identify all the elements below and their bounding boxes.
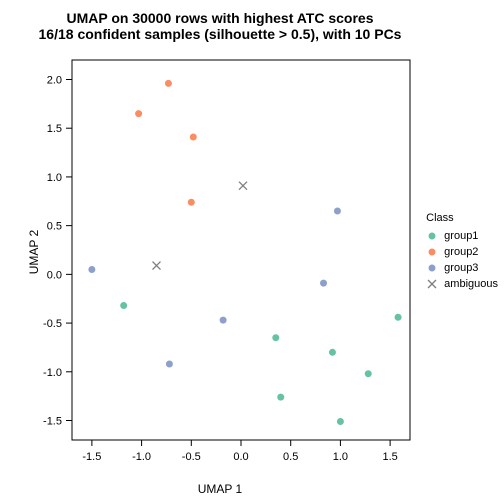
point-group1: [395, 314, 402, 321]
point-group3: [166, 361, 173, 368]
x-tick-label: 1.5: [382, 451, 397, 463]
point-group2: [135, 110, 142, 117]
y-tick-label: 0.5: [47, 221, 62, 233]
y-tick-label: -1.5: [43, 416, 62, 428]
point-group3: [334, 208, 341, 215]
plot-box: [72, 60, 410, 440]
y-tick-label: -1.0: [43, 367, 62, 379]
x-axis-label: UMAP 1: [0, 482, 440, 496]
y-tick-label: 1.0: [47, 172, 62, 184]
point-group1: [120, 302, 127, 309]
umap-chart: UMAP on 30000 rows with highest ATC scor…: [0, 0, 504, 504]
y-tick-label: 0.0: [47, 269, 62, 281]
chart-title-line1: UMAP on 30000 rows with highest ATC scor…: [0, 10, 440, 26]
legend-label: group3: [444, 262, 478, 274]
point-group3: [320, 280, 327, 287]
chart-title-line2: 16/18 confident samples (silhouette > 0.…: [0, 26, 440, 42]
point-group2: [188, 199, 195, 206]
legend-item-group3: group3: [426, 260, 498, 276]
legend-swatch-ambiguous: [426, 278, 438, 290]
point-group1: [272, 334, 279, 341]
point-group1: [277, 394, 284, 401]
y-tick-label: 1.5: [47, 123, 62, 135]
legend-swatch-group2: [426, 246, 438, 258]
legend-item-ambiguous: ambiguous: [426, 276, 498, 292]
chart-title: UMAP on 30000 rows with highest ATC scor…: [0, 10, 440, 42]
point-group2: [165, 80, 172, 87]
point-group1: [337, 418, 344, 425]
point-group1: [329, 349, 336, 356]
y-axis-label: UMAP 2: [27, 230, 41, 274]
point-group2: [190, 133, 197, 140]
y-tick-label: -0.5: [43, 318, 62, 330]
x-tick-label: 0.0: [233, 451, 248, 463]
legend-swatch-group3: [426, 262, 438, 274]
legend-label: group1: [444, 230, 478, 242]
legend-title: Class: [426, 212, 498, 224]
legend-label: ambiguous: [444, 278, 498, 290]
x-tick-label: -0.5: [182, 451, 201, 463]
x-tick-label: -1.5: [82, 451, 101, 463]
point-group1: [365, 370, 372, 377]
point-group3: [220, 317, 227, 324]
legend-label: group2: [444, 246, 478, 258]
x-tick-label: -1.0: [132, 451, 151, 463]
legend: Class group1 group2 group3 ambiguous: [426, 212, 498, 292]
legend-item-group2: group2: [426, 244, 498, 260]
x-tick-label: 1.0: [333, 451, 348, 463]
point-group3: [88, 266, 95, 273]
legend-swatch-group1: [426, 230, 438, 242]
y-tick-label: 2.0: [47, 74, 62, 86]
legend-item-group1: group1: [426, 228, 498, 244]
x-tick-label: 0.5: [283, 451, 298, 463]
